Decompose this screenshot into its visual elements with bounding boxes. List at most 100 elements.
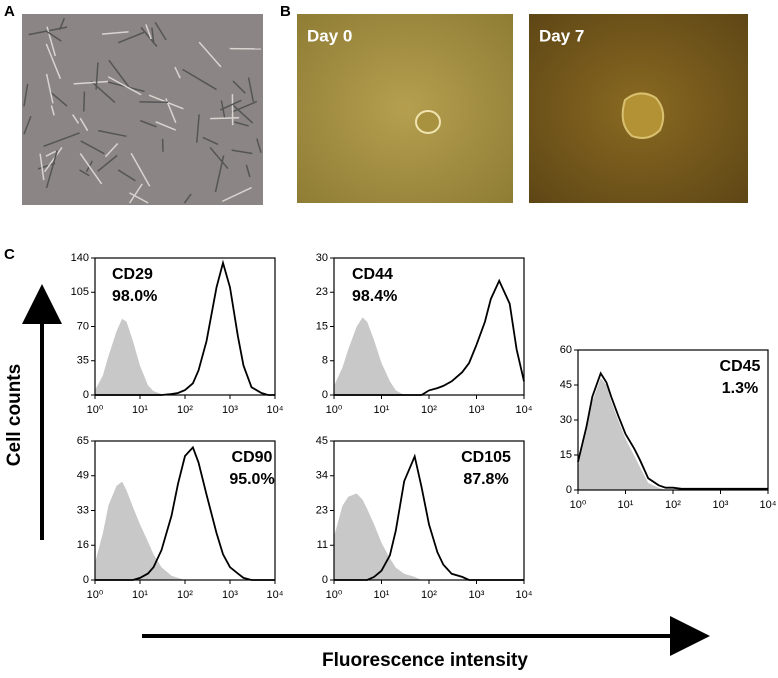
y-axis-label: Cell counts — [4, 364, 25, 466]
panel-label: B — [280, 3, 291, 20]
y-tick-label: 105 — [71, 286, 89, 298]
cell — [155, 121, 177, 131]
y-tick-label: 70 — [77, 320, 89, 332]
x-tick-label: 10¹ — [132, 404, 148, 416]
y-tick-label: 33 — [77, 504, 89, 516]
annotation: CD29 — [112, 266, 153, 283]
x-tick-label: 10¹ — [374, 404, 390, 416]
annotation: 98.4% — [352, 288, 397, 305]
x-tick-label: 10² — [177, 404, 193, 416]
cell — [145, 24, 152, 40]
x-tick-label: 10⁰ — [326, 404, 343, 416]
y-tick-label: 34 — [316, 470, 328, 482]
x-tick-label: 10² — [421, 404, 437, 416]
cell — [140, 119, 157, 128]
cell — [198, 41, 222, 68]
y-tick-label: 15 — [316, 320, 328, 332]
cell — [23, 83, 29, 107]
y-tick-label: 49 — [77, 470, 89, 482]
cell — [45, 150, 58, 189]
cell — [231, 149, 253, 155]
image-label: Day 7 — [539, 26, 584, 45]
cell — [80, 140, 105, 155]
cell — [39, 153, 45, 181]
cell — [202, 136, 219, 146]
cell — [108, 59, 130, 88]
y-tick-label: 45 — [316, 435, 328, 447]
cell — [45, 150, 56, 157]
annotation: 87.8% — [463, 471, 508, 488]
x-tick-label: 10⁴ — [267, 589, 284, 601]
x-tick-label: 10² — [177, 589, 193, 601]
micrograph — [22, 14, 263, 205]
y-tick-label: 15 — [560, 449, 572, 461]
y-tick-label: 30 — [316, 252, 328, 264]
x-tick-label: 10² — [421, 589, 437, 601]
cell — [45, 43, 62, 80]
y-tick-label: 0 — [83, 389, 89, 401]
cell — [117, 169, 136, 182]
annotation: CD45 — [720, 358, 761, 375]
cell — [58, 17, 66, 31]
cell — [44, 146, 63, 173]
cell — [79, 117, 89, 132]
x-tick-label: 10³ — [469, 404, 485, 416]
cell — [210, 116, 240, 120]
cell — [195, 114, 200, 143]
y-tick-label: 30 — [560, 414, 572, 426]
x-tick-label: 10⁰ — [87, 404, 104, 416]
y-tick-label: 45 — [560, 379, 572, 391]
y-tick-label: 65 — [77, 435, 89, 447]
x-axis-label: Fluorescence intensity — [322, 650, 528, 671]
x-tick-label: 10³ — [713, 499, 729, 511]
panel-label: C — [4, 246, 15, 263]
x-tick-label: 10³ — [222, 589, 238, 601]
y-tick-label: 140 — [71, 252, 89, 264]
x-tick-label: 10⁴ — [516, 404, 533, 416]
y-tick-label: 0 — [322, 574, 328, 586]
annotation: CD105 — [461, 449, 511, 466]
area — [578, 378, 768, 490]
cell — [214, 155, 225, 193]
annotation: CD44 — [352, 266, 393, 283]
cell — [79, 152, 103, 185]
cell — [101, 31, 129, 35]
x-tick-label: 10¹ — [132, 589, 148, 601]
cell — [72, 114, 80, 124]
cell — [45, 73, 54, 104]
cell — [209, 147, 229, 170]
annotation: 95.0% — [229, 471, 274, 488]
x-tick-label: 10⁰ — [87, 589, 104, 601]
cell — [107, 76, 142, 96]
area — [95, 318, 275, 395]
cell — [219, 99, 242, 111]
annotation: CD90 — [232, 449, 273, 466]
y-tick-label: 23 — [316, 504, 328, 516]
cell — [232, 80, 246, 94]
x-tick-label: 10⁰ — [570, 499, 587, 511]
cell — [95, 62, 99, 90]
cell — [37, 162, 56, 170]
x-tick-label: 10¹ — [374, 589, 390, 601]
cell — [23, 116, 32, 135]
cell — [182, 68, 217, 91]
y-tick-label: 35 — [77, 355, 89, 367]
cell — [151, 27, 155, 43]
cell — [83, 91, 86, 112]
cell — [118, 31, 145, 44]
cell — [73, 80, 109, 85]
y-tick-label: 0 — [83, 574, 89, 586]
cell — [130, 152, 151, 187]
cell — [234, 121, 249, 127]
cell — [129, 183, 143, 204]
cell — [44, 29, 62, 42]
micrograph: Day 7 — [529, 14, 748, 203]
cell — [140, 27, 158, 47]
cell — [46, 26, 57, 57]
cell — [221, 186, 252, 203]
cell — [231, 100, 258, 113]
x-tick-label: 10⁴ — [267, 404, 284, 416]
y-tick-label: 8 — [322, 355, 328, 367]
x-tick-label: 10⁴ — [760, 499, 777, 511]
